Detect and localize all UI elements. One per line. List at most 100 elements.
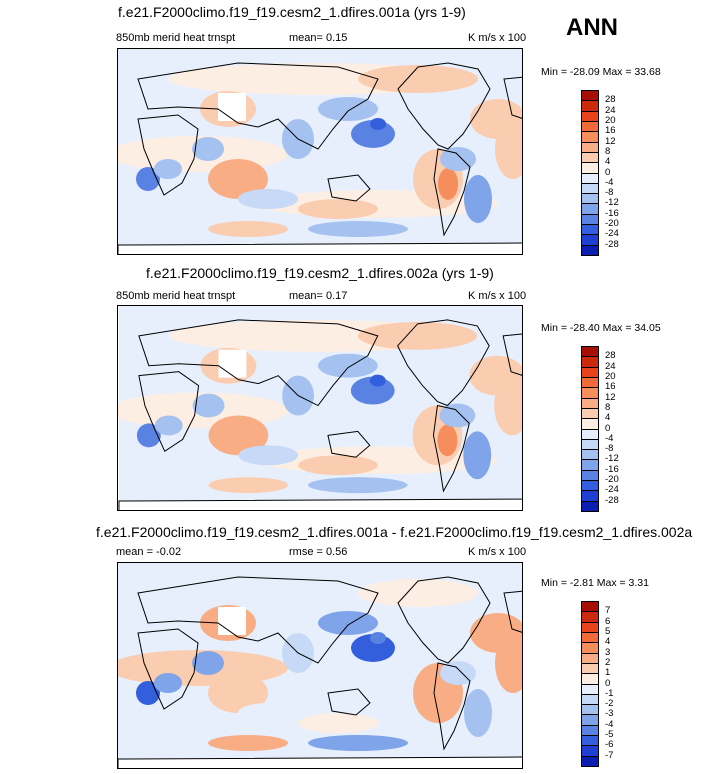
panel3-colorbar: 7 6 5 4 3 2 1 0 -1 -2 -3 -4 -5 -6 -7 [581, 601, 613, 767]
field-contour [308, 221, 408, 237]
field-contour [358, 65, 478, 93]
colorbar-level-label: 16 [605, 125, 616, 137]
colorbar-level-label: 28 [605, 350, 616, 362]
coastlines [118, 576, 522, 768]
field-contour [154, 415, 183, 436]
colorbar-level-label: -4 [605, 718, 614, 730]
colorbar-level-label: 6 [605, 615, 611, 627]
field-contour [298, 199, 378, 219]
field-contour [298, 455, 378, 476]
colorbar-level-label: -28 [605, 494, 619, 506]
colorbar-level-label: -2 [605, 698, 614, 710]
colorbar-level-label: -5 [605, 729, 614, 741]
coastline [138, 371, 200, 453]
coastline [397, 576, 491, 664]
colorbar-level-label: -28 [605, 238, 619, 250]
colorbar-level-label: 1 [605, 667, 611, 679]
colorbar-level-label: -12 [605, 197, 619, 209]
coastline [118, 242, 522, 254]
coastline [503, 76, 522, 119]
field-contour [238, 189, 298, 209]
coastline [327, 430, 371, 458]
field-contour [238, 703, 298, 723]
field-contour [463, 431, 492, 480]
field-contour [208, 159, 268, 199]
panel3-title: f.e21.F2000climo.f19_f19.cesm2_1.dfires.… [96, 524, 693, 540]
field-contour [440, 147, 476, 171]
field-contour [439, 403, 476, 428]
colorbar-level-label: 2 [605, 656, 611, 668]
field-contour [358, 579, 478, 607]
panel3-units: K m/s x 100 [468, 546, 527, 558]
panel1-colorbar: 28 24 20 16 12 8 4 0 -4 -8 -12 -16 -20 -24 -28 [581, 90, 619, 256]
field-contour [440, 661, 476, 685]
colorbar-level-label: 4 [605, 412, 611, 424]
panel2-mean: mean= 0.17 [289, 290, 348, 302]
field-contour [208, 221, 288, 237]
coastline [138, 319, 379, 407]
panel1-variable: 850mb merid heat trnspt [116, 32, 236, 44]
field-shading [118, 306, 522, 510]
colorbar-level-label: 3 [605, 646, 611, 658]
colorbar-level-label: 7 [605, 605, 611, 617]
field-contour [318, 353, 378, 378]
colorbar-swatch [581, 244, 599, 256]
coastline [137, 628, 199, 710]
panel3-mean: mean = -0.02 [116, 546, 182, 558]
coastline [432, 404, 470, 493]
colorbar-level-label: -24 [605, 228, 619, 240]
colorbar-level-label: -12 [605, 453, 619, 465]
panel2-units: K m/s x 100 [468, 290, 527, 302]
colorbar-level-label: 20 [605, 370, 616, 382]
colorbar-level-label: -6 [605, 739, 614, 751]
colorbar-level-label: 4 [605, 156, 611, 168]
colorbar-level-label: -7 [605, 749, 614, 761]
coastline [503, 590, 522, 633]
field-contour [308, 477, 408, 494]
coastline [433, 662, 471, 751]
coastline [118, 498, 522, 510]
field-contour [369, 374, 386, 387]
field-contour [370, 118, 386, 130]
panel1-units: K m/s x 100 [468, 32, 527, 44]
colorbar-level-label: -20 [605, 218, 619, 230]
coastline [137, 62, 379, 150]
colorbar-level-label: 24 [605, 104, 616, 116]
field-contour [154, 159, 182, 179]
colorbar-level-label: 0 [605, 422, 611, 434]
colorbar-level-label: 4 [605, 636, 611, 648]
coastlines [118, 319, 522, 510]
panel3-rmse: rmse = 0.56 [289, 546, 348, 558]
panel2-minmax: Min = -28.40 Max = 34.05 [541, 322, 661, 334]
coastline [327, 688, 371, 716]
field-contour [469, 355, 522, 396]
coastlines [118, 62, 522, 254]
field-shading [118, 563, 522, 768]
colorbar-level-label: -16 [605, 207, 619, 219]
colorbar-level-label: 0 [605, 677, 611, 689]
colorbar-level-label: 0 [605, 166, 611, 178]
colorbar-level-label: -8 [605, 443, 614, 455]
panel1-mean: mean= 0.15 [289, 32, 348, 44]
colorbar-level-label: -16 [605, 463, 619, 475]
field-contour [154, 673, 182, 693]
coastline [502, 333, 522, 376]
colorbar-level-label: 12 [605, 391, 616, 403]
panel2-map [117, 305, 523, 511]
coastline [433, 148, 471, 237]
field-contour [208, 673, 268, 713]
panel2-title: f.e21.F2000climo.f19_f19.cesm2_1.dfires.… [146, 265, 494, 281]
coastline [327, 174, 371, 202]
coastline [137, 576, 379, 664]
colorbar-swatch [581, 500, 599, 512]
colorbar-level-label: -4 [605, 432, 614, 444]
field-contour [192, 651, 224, 675]
colorbar-swatch [581, 755, 599, 767]
field-contour [208, 415, 269, 456]
colorbar-level-label: 5 [605, 625, 611, 637]
coastline [397, 319, 490, 407]
colorbar-level-label: 8 [605, 145, 611, 157]
colorbar-level-label: 28 [605, 94, 616, 106]
panel3-minmax: Min = -2.81 Max = 3.31 [541, 577, 649, 589]
missing-data-region [218, 607, 246, 635]
